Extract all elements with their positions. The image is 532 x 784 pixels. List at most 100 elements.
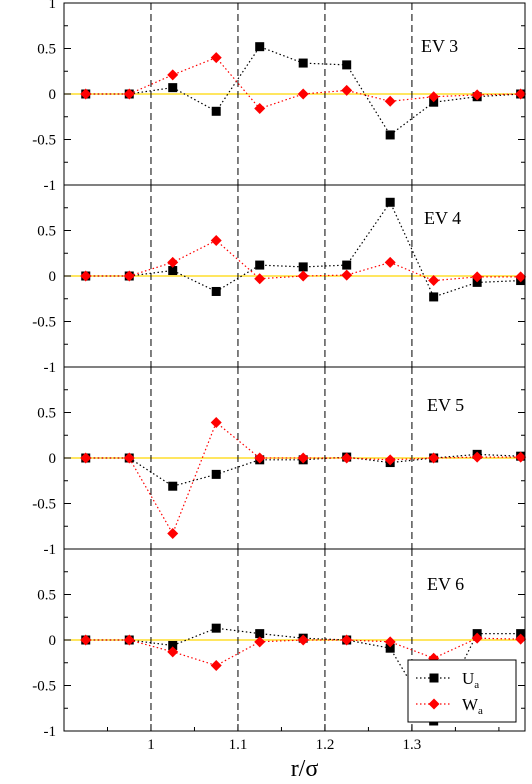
- point-wa: [210, 235, 222, 247]
- point-wa: [384, 636, 396, 648]
- point-wa: [210, 417, 222, 429]
- point-wa: [123, 88, 135, 100]
- point-ua: [211, 623, 221, 633]
- point-wa: [515, 633, 527, 645]
- point-wa: [515, 271, 527, 283]
- series-line-wa: [85, 56, 521, 110]
- point-wa: [123, 452, 135, 464]
- point-wa: [80, 270, 92, 282]
- y-tick-label: -0.5: [32, 497, 56, 513]
- point-ua: [211, 286, 221, 296]
- point-wa: [167, 528, 179, 540]
- point-wa: [297, 452, 309, 464]
- y-tick-label: -1: [44, 542, 57, 558]
- panel-frame: [63, 548, 526, 732]
- panel-label: EV 3: [421, 36, 458, 56]
- point-ua: [385, 197, 395, 207]
- panel-ev-5: -1 -0.5 0 0.5 EV 5: [32, 366, 527, 558]
- point-wa: [384, 95, 396, 107]
- point-wa: [471, 632, 483, 644]
- point-wa: [341, 84, 353, 96]
- y-tick-label: -0.5: [32, 133, 56, 149]
- y-tick-label: 0: [49, 87, 57, 103]
- x-tick-label: 1: [147, 737, 155, 753]
- y-tick-label: -1: [44, 178, 57, 194]
- point-wa: [384, 256, 396, 268]
- point-ua: [385, 130, 395, 140]
- panel-label: EV 4: [424, 208, 461, 228]
- point-wa: [471, 451, 483, 463]
- x-tick-label: 1.2: [316, 737, 335, 753]
- legend-label-subscript: a: [478, 705, 483, 717]
- point-wa: [167, 646, 179, 658]
- point-wa: [297, 88, 309, 100]
- point-wa: [167, 69, 179, 81]
- y-tick-label: -1: [44, 724, 57, 740]
- point-ua: [429, 292, 439, 302]
- point-wa: [80, 88, 92, 100]
- point-wa: [210, 52, 222, 64]
- x-axis: 1 1.1 1.2 1.3 r/σ: [106, 724, 500, 782]
- point-wa: [254, 636, 266, 648]
- x-axis-title: r/σ: [291, 756, 319, 782]
- point-ua: [298, 58, 308, 68]
- point-ua: [255, 629, 265, 639]
- y-tick-label: 0.5: [37, 406, 56, 422]
- y-tick-label: 0: [49, 451, 57, 467]
- legend-marker-ua: [429, 673, 439, 683]
- y-tick-label: 0.5: [37, 588, 56, 604]
- point-ua: [168, 83, 178, 93]
- point-wa: [428, 452, 440, 464]
- point-ua: [255, 260, 265, 270]
- x-tick-label: 1.1: [229, 737, 248, 753]
- point-wa: [515, 88, 527, 100]
- y-tick-label: -1: [44, 360, 57, 376]
- x-tick-label: 1.3: [403, 737, 422, 753]
- point-wa: [167, 256, 179, 268]
- point-wa: [297, 270, 309, 282]
- y-tick-label: 0.5: [37, 42, 56, 58]
- point-wa: [254, 103, 266, 115]
- point-wa: [515, 451, 527, 463]
- legend-box: [407, 659, 517, 723]
- point-ua: [385, 643, 395, 653]
- point-wa: [341, 452, 353, 464]
- point-wa: [254, 273, 266, 285]
- point-ua: [211, 106, 221, 116]
- point-wa: [471, 271, 483, 283]
- point-ua: [255, 42, 265, 52]
- point-wa: [384, 454, 396, 466]
- panel-label: EV 6: [427, 574, 464, 594]
- point-ua: [342, 60, 352, 70]
- point-wa: [428, 91, 440, 103]
- point-wa: [80, 634, 92, 646]
- point-ua: [168, 266, 178, 276]
- y-tick-label: 0.5: [37, 224, 56, 240]
- point-ua: [168, 481, 178, 491]
- point-wa: [341, 634, 353, 646]
- point-wa: [210, 659, 222, 671]
- point-wa: [341, 269, 353, 281]
- panel-label: EV 5: [427, 395, 464, 415]
- series-line-ua: [85, 627, 521, 723]
- point-wa: [254, 452, 266, 464]
- legend-marker-wa: [428, 698, 440, 710]
- panel-ev-3: -1 -0.5 0 0.5 1 EV 3: [32, 0, 527, 194]
- y-tick-label: 1: [49, 0, 57, 12]
- legend-label-subscript: a: [474, 679, 479, 691]
- point-wa: [80, 452, 92, 464]
- y-tick-label: 0: [49, 633, 57, 649]
- point-wa: [471, 89, 483, 101]
- point-ua: [168, 640, 178, 650]
- point-ua: [211, 469, 221, 479]
- point-ua: [298, 262, 308, 272]
- point-wa: [428, 275, 440, 287]
- y-tick-label: 0: [49, 269, 57, 285]
- panel-ev-4: -1 -0.5 0 0.5 EV 4: [32, 184, 527, 376]
- point-ua: [342, 260, 352, 270]
- y-tick-label: -0.5: [32, 679, 56, 695]
- legend-label: Wa: [462, 695, 483, 717]
- point-wa: [123, 270, 135, 282]
